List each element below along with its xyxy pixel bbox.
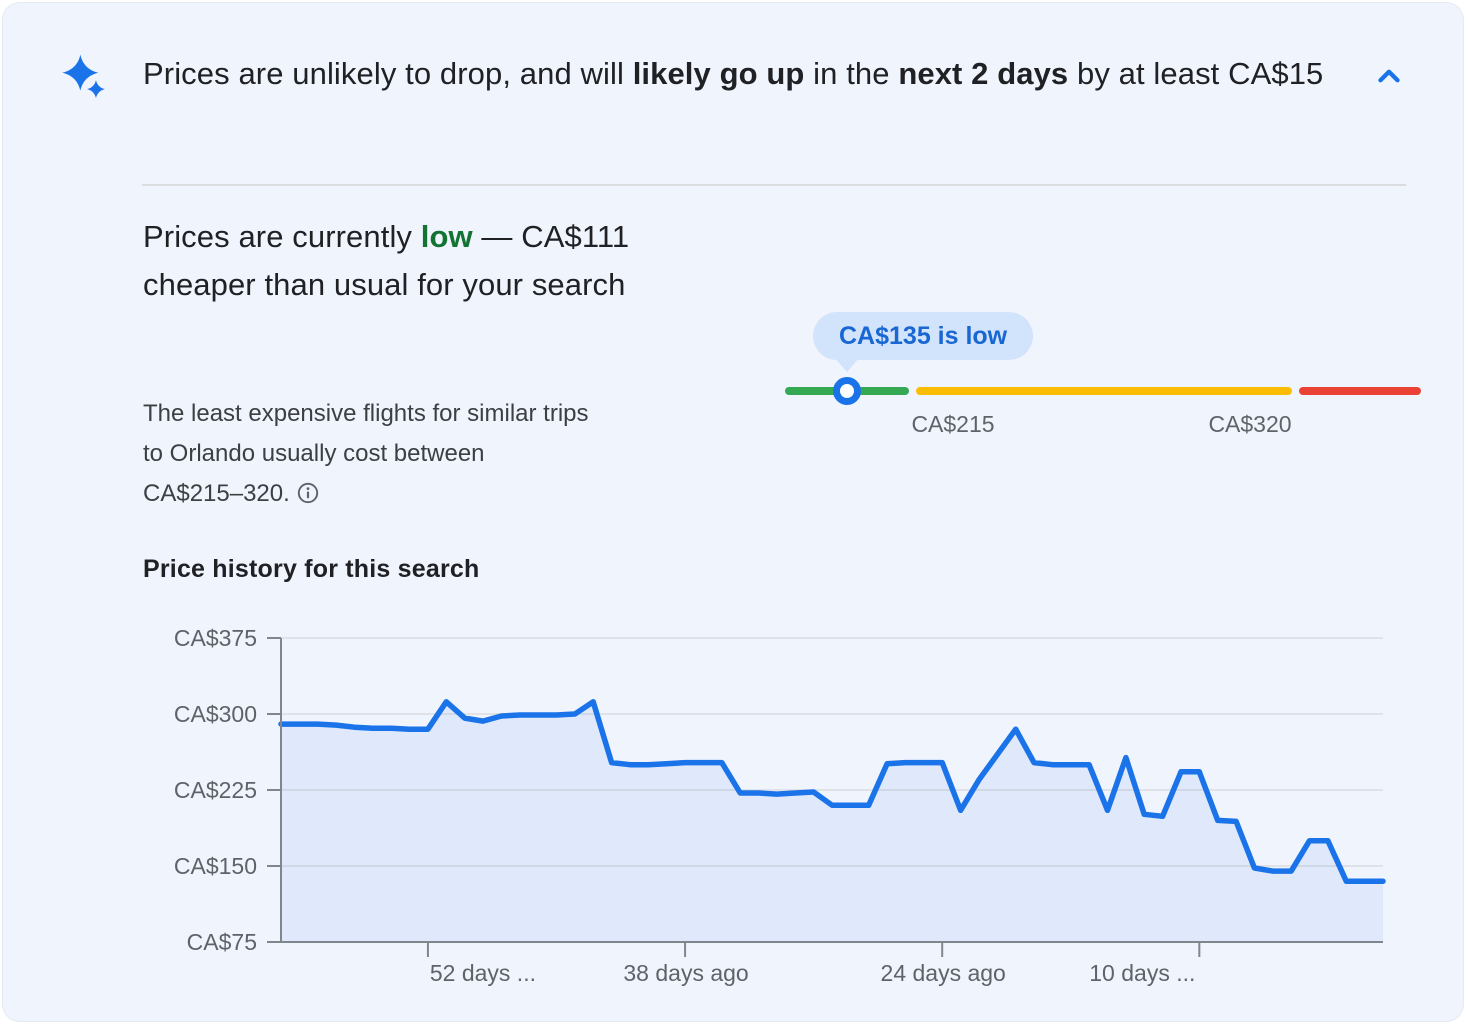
price-history-heading: Price history for this search xyxy=(143,555,480,583)
current-price-marker xyxy=(833,377,861,405)
insight-title-part: in the xyxy=(804,56,899,91)
y-tick-label: CA$375 xyxy=(174,625,257,651)
insight-title-emphasis: next 2 days xyxy=(898,56,1069,91)
price-level-emphasis: low xyxy=(420,219,473,254)
high-threshold-label: CA$320 xyxy=(1208,411,1292,437)
y-tick-label: CA$150 xyxy=(174,853,257,879)
x-tick-label: 38 days ago xyxy=(623,960,748,986)
price-tooltip-tail xyxy=(834,357,860,372)
y-tick-label: CA$75 xyxy=(187,929,257,955)
info-icon[interactable] xyxy=(296,481,320,505)
price-tooltip: CA$135 is low xyxy=(813,312,1034,360)
collapse-button[interactable] xyxy=(1369,57,1409,97)
insight-title-emphasis: likely go up xyxy=(632,56,805,91)
current-price-heading: Prices are currently low — CA$111 cheape… xyxy=(143,213,695,309)
x-tick-label: 52 days ... xyxy=(430,960,536,986)
section-divider xyxy=(142,184,1406,186)
x-tick-label: 24 days ago xyxy=(881,960,1006,986)
current-price-part: — CA$111 cheaper than usual for your sea… xyxy=(143,219,630,302)
low-threshold-label: CA$215 xyxy=(911,411,995,437)
y-tick-label: CA$300 xyxy=(174,701,257,727)
insight-title-part: by at least CA$15 xyxy=(1068,56,1324,91)
y-tick-label: CA$225 xyxy=(174,777,257,803)
chevron-up-icon xyxy=(1372,69,1406,96)
x-tick-label: 10 days ... xyxy=(1089,960,1195,986)
current-price-part: Prices are currently xyxy=(143,219,421,254)
insight-title: Prices are unlikely to drop, and will li… xyxy=(143,50,1328,98)
price-detail-text: The least expensive flights for similar … xyxy=(143,394,591,514)
slider-track-typical xyxy=(916,387,1292,395)
price-detail-sentence: The least expensive flights for similar … xyxy=(143,400,589,507)
insight-title-part: Prices are unlikely to drop, and will xyxy=(143,56,633,91)
price-history-chart: CA$375 CA$300 CA$225 CA$150 CA$75 52 days ...… xyxy=(174,625,1386,986)
price-area-fill xyxy=(281,701,1383,942)
price-line xyxy=(278,699,1386,884)
sparkles-icon xyxy=(59,53,105,99)
slider-track-high xyxy=(1299,387,1421,395)
